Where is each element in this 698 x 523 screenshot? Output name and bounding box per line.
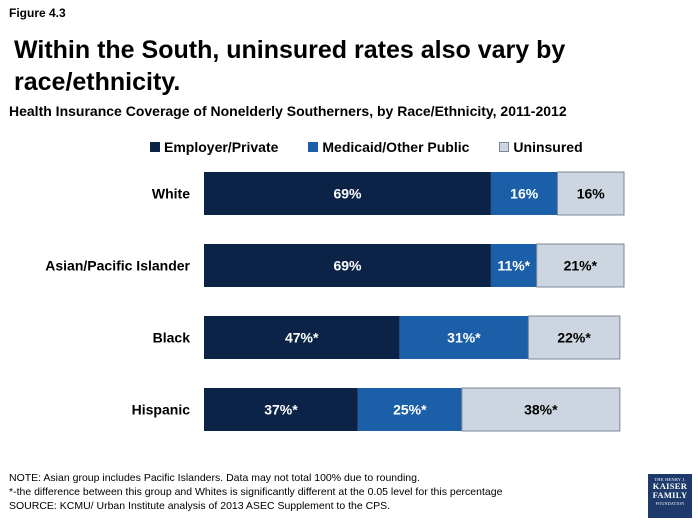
bar-segment-employer-private [204, 316, 400, 359]
data-label-medicaid-public: 25%* [393, 402, 427, 418]
bar-segment-medicaid-public [357, 388, 462, 431]
data-label-uninsured: 16% [577, 186, 606, 202]
legend-swatch-uninsured [499, 142, 510, 152]
bar-segment-uninsured [556, 171, 625, 216]
bar-segment-medicaid-public [490, 172, 558, 215]
bar-segment-employer-private [204, 388, 358, 431]
data-label-employer-private: 47%* [285, 330, 319, 346]
legend-label-employer-private: Employer/Private [164, 139, 279, 155]
data-label-medicaid-public: 31%* [447, 330, 481, 346]
figure-label: Figure 4.3 [9, 6, 66, 20]
bar-segment-uninsured [461, 387, 621, 432]
bar-segment-medicaid-public [490, 244, 537, 287]
category-label: White [152, 186, 190, 202]
category-label: Hispanic [132, 402, 191, 418]
kaiser-family-foundation-logo: THE HENRY J. KAISER FAMILY FOUNDATION [648, 474, 692, 518]
bar-segment-uninsured [536, 243, 625, 288]
bar-segment-employer-private [204, 244, 491, 287]
note-line: SOURCE: KCMU/ Urban Institute analysis o… [9, 500, 391, 512]
legend-item-employer-private: Employer/Private [150, 139, 278, 155]
bar-segment-medicaid-public [399, 316, 529, 359]
legend-swatch-medicaid-public [308, 142, 319, 152]
data-label-uninsured: 22%* [557, 330, 591, 346]
bar-segment-uninsured [527, 315, 621, 360]
data-label-uninsured: 38%* [524, 402, 558, 418]
chart-subtitle: Health Insurance Coverage of Nonelderly … [9, 103, 567, 119]
stacked-bar-chart: White 69% 16% 16% Asian/Pacific Islander 69% 1… [45, 171, 625, 432]
data-label-employer-private: 69% [333, 186, 362, 202]
data-label-medicaid-public: 16% [510, 186, 539, 202]
category-label: Asian/Pacific Islander [45, 258, 190, 274]
data-label-uninsured: 21%* [564, 258, 598, 274]
data-label-employer-private: 37%* [264, 402, 298, 418]
data-label-medicaid-public: 11%* [497, 258, 530, 274]
bar-segment-employer-private [204, 172, 491, 215]
legend-swatch-employer-private [150, 142, 160, 152]
legend-item-medicaid-public: Medicaid/Other Public [308, 139, 469, 155]
legend-item-uninsured: Uninsured [499, 139, 583, 155]
legend-label-uninsured: Uninsured [513, 139, 583, 155]
data-label-employer-private: 69% [333, 258, 362, 274]
chart-notes: NOTE: Asian group includes Pacific Islan… [9, 471, 502, 513]
note-line: NOTE: Asian group includes Pacific Islan… [9, 472, 420, 484]
category-label: Black [153, 330, 191, 346]
legend-label-medicaid-public: Medicaid/Other Public [322, 139, 470, 155]
page-title: Within the South, uninsured rates also v… [14, 36, 566, 96]
chart-legend: Employer/Private Medicaid/Other Public U… [150, 139, 583, 155]
note-line: *-the difference between this group and … [9, 486, 503, 498]
